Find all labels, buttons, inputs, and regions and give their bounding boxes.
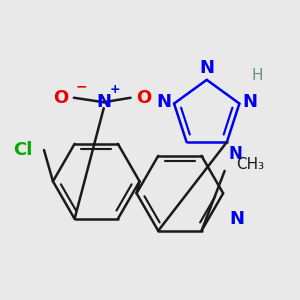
Text: Cl: Cl <box>13 141 32 159</box>
Text: N: N <box>199 59 214 77</box>
Text: O: O <box>52 89 68 107</box>
Text: +: + <box>110 83 120 96</box>
Text: CH₃: CH₃ <box>237 158 265 172</box>
Text: −: − <box>75 79 87 93</box>
Text: N: N <box>96 93 111 111</box>
Text: N: N <box>242 93 257 111</box>
Text: O: O <box>136 89 152 107</box>
Text: N: N <box>229 210 244 228</box>
Text: N: N <box>156 93 171 111</box>
Text: H: H <box>251 68 263 83</box>
Text: N: N <box>228 145 242 163</box>
